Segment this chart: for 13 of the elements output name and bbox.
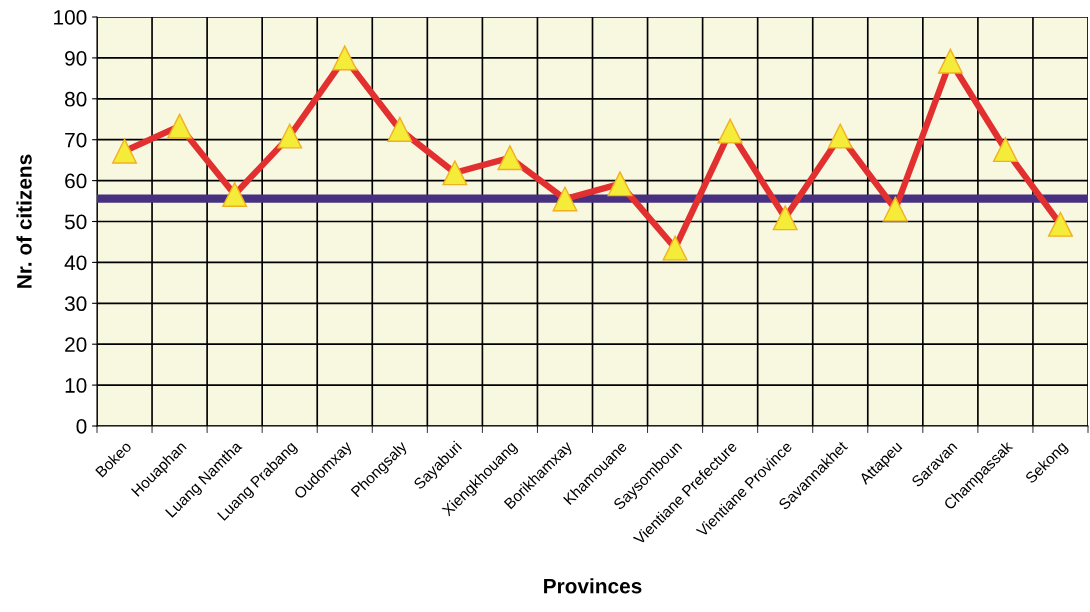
- y-axis-title: Nr. of citizens: [16, 154, 32, 288]
- y-tick-label: 80: [65, 91, 87, 107]
- x-axis-title: Provinces: [544, 578, 642, 594]
- y-tick-label: 30: [64, 296, 87, 312]
- y-tick-label: 20: [65, 337, 87, 352]
- y-tick-label: 60: [65, 173, 87, 189]
- y-tick-label: 10: [65, 378, 87, 393]
- y-tick-label: 0: [76, 419, 87, 434]
- y-tick-label: 70: [65, 132, 87, 148]
- y-tick-label: 40: [64, 255, 87, 271]
- y-tick-label: 100: [54, 10, 87, 25]
- y-tick-label: 90: [65, 50, 87, 66]
- y-tick-label: 50: [64, 214, 87, 230]
